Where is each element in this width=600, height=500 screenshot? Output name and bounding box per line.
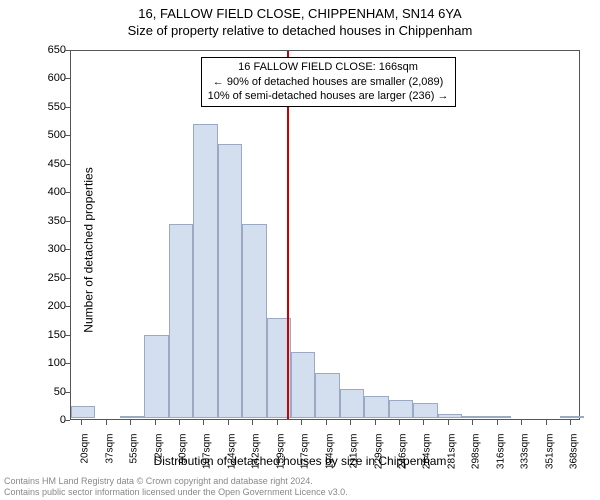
annotation-line2: ← 90% of detached houses are smaller (2,…: [213, 76, 444, 88]
attribution-line1: Contains HM Land Registry data © Crown c…: [4, 476, 313, 486]
ytick: [65, 107, 70, 108]
xtick: [399, 420, 400, 425]
xtick: [472, 420, 473, 425]
ytick-label: 150: [48, 329, 66, 341]
attribution: Contains HM Land Registry data © Crown c…: [4, 476, 596, 498]
xtick: [277, 420, 278, 425]
chart-subtitle: Size of property relative to detached ho…: [0, 21, 600, 38]
ytick: [65, 306, 70, 307]
plot-area: 16 FALLOW FIELD CLOSE: 166sqm ← 90% of de…: [70, 50, 580, 420]
ytick: [65, 278, 70, 279]
annotation-line3: 10% of semi-detached houses are larger (…: [208, 90, 449, 102]
ytick: [65, 335, 70, 336]
histogram-bar: [389, 400, 413, 418]
histogram-bar: [169, 224, 193, 418]
xtick-label: 333sqm: [520, 434, 531, 470]
histogram-bar: [364, 396, 388, 418]
ytick: [65, 50, 70, 51]
annotation-line1: 16 FALLOW FIELD CLOSE: 166sqm: [238, 61, 418, 73]
xtick-label: 229sqm: [373, 434, 384, 470]
xtick: [130, 420, 131, 425]
xtick: [81, 420, 82, 425]
histogram-bar: [218, 144, 242, 418]
xtick: [521, 420, 522, 425]
histogram-bar: [462, 416, 486, 418]
xtick-label: 72sqm: [153, 434, 164, 464]
histogram-bar: [291, 352, 315, 418]
histogram-bar: [413, 403, 437, 418]
xtick-label: 90sqm: [178, 434, 189, 464]
ytick-label: 650: [48, 44, 66, 56]
xtick: [301, 420, 302, 425]
ytick-label: 250: [48, 272, 66, 284]
xtick: [179, 420, 180, 425]
annotation-box: 16 FALLOW FIELD CLOSE: 166sqm ← 90% of de…: [201, 57, 456, 108]
ytick-label: 300: [48, 243, 66, 255]
ytick-label: 100: [48, 357, 66, 369]
histogram-bar: [487, 416, 511, 418]
histogram-bar: [71, 406, 95, 418]
xtick-label: 298sqm: [471, 434, 482, 470]
chart-container: 16, FALLOW FIELD CLOSE, CHIPPENHAM, SN14…: [0, 0, 600, 500]
xtick: [228, 420, 229, 425]
attribution-line2: Contains public sector information licen…: [4, 487, 348, 497]
xtick-label: 37sqm: [104, 434, 115, 464]
xtick: [423, 420, 424, 425]
ytick-label: 550: [48, 101, 66, 113]
ytick-label: 500: [48, 129, 66, 141]
ytick-label: 200: [48, 300, 66, 312]
xtick-label: 211sqm: [349, 434, 360, 469]
ytick: [65, 420, 70, 421]
plot-wrap: 16 FALLOW FIELD CLOSE: 166sqm ← 90% of de…: [70, 50, 580, 420]
ytick: [65, 78, 70, 79]
xtick: [375, 420, 376, 425]
xtick: [252, 420, 253, 425]
xtick: [570, 420, 571, 425]
xtick-label: 20sqm: [80, 434, 91, 464]
xtick-label: 159sqm: [275, 434, 286, 470]
ytick-label: 450: [48, 158, 66, 170]
xtick-label: 124sqm: [226, 434, 237, 470]
xtick: [106, 420, 107, 425]
histogram-bar: [340, 389, 364, 418]
xtick: [497, 420, 498, 425]
ytick: [65, 164, 70, 165]
xtick-label: 194sqm: [324, 434, 335, 470]
xtick: [546, 420, 547, 425]
ytick-label: 350: [48, 215, 66, 227]
xtick-label: 177sqm: [300, 434, 311, 470]
xtick-label: 351sqm: [544, 434, 555, 470]
histogram-bar: [560, 416, 584, 418]
xtick-label: 246sqm: [398, 434, 409, 470]
xtick: [326, 420, 327, 425]
xtick: [350, 420, 351, 425]
ytick: [65, 135, 70, 136]
xtick: [155, 420, 156, 425]
ytick: [65, 221, 70, 222]
histogram-bar: [315, 373, 339, 418]
chart-title: 16, FALLOW FIELD CLOSE, CHIPPENHAM, SN14…: [0, 0, 600, 21]
xtick-label: 316sqm: [495, 434, 506, 470]
xtick-label: 142sqm: [251, 434, 262, 470]
xtick-label: 368sqm: [569, 434, 580, 470]
xtick-label: 264sqm: [422, 434, 433, 470]
histogram-bar: [193, 124, 217, 418]
xtick-label: 281sqm: [446, 434, 457, 470]
histogram-bar: [438, 414, 462, 418]
ytick: [65, 192, 70, 193]
xtick-label: 107sqm: [202, 434, 213, 470]
histogram-bar: [144, 335, 168, 418]
xtick-label: 55sqm: [129, 434, 140, 464]
ytick: [65, 392, 70, 393]
xtick: [448, 420, 449, 425]
histogram-bar: [242, 224, 266, 418]
xtick: [203, 420, 204, 425]
ytick: [65, 249, 70, 250]
ytick-label: 400: [48, 186, 66, 198]
ytick: [65, 363, 70, 364]
histogram-bar: [120, 416, 144, 418]
ytick-label: 600: [48, 72, 66, 84]
